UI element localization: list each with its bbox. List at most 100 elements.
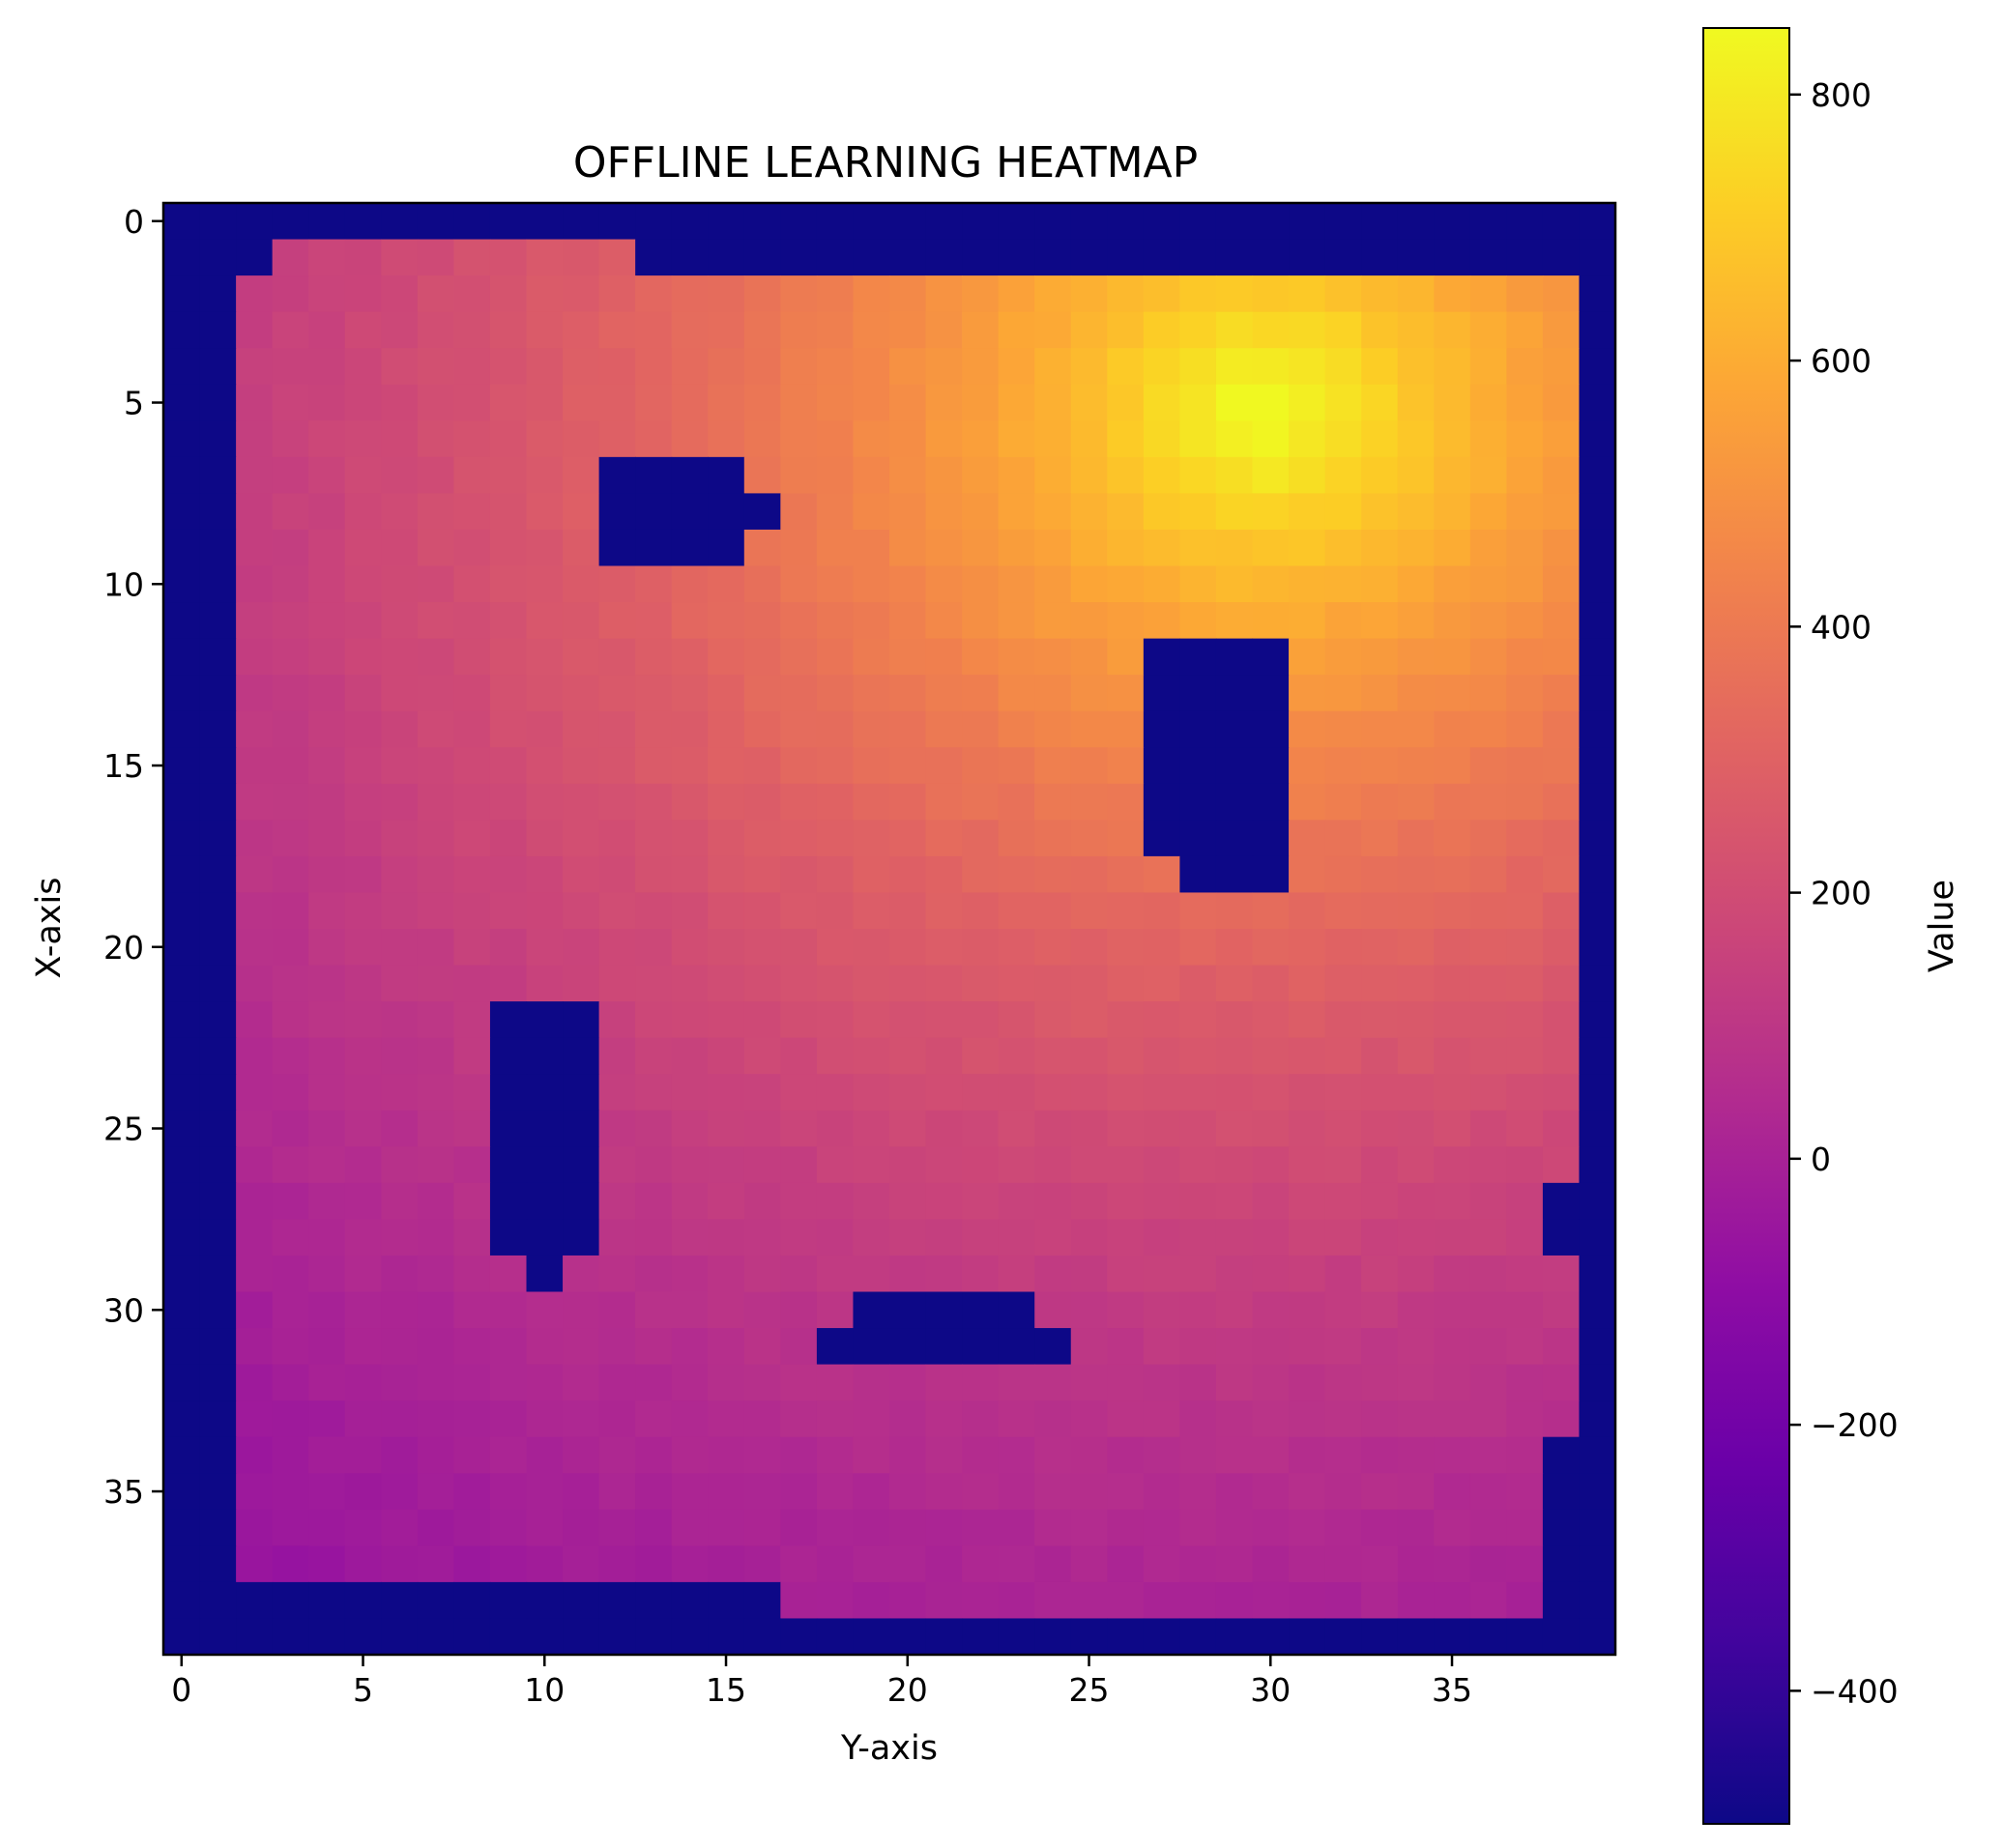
heatmap-cell bbox=[489, 710, 528, 748]
heatmap-cell bbox=[1179, 1037, 1217, 1075]
heatmap-cell bbox=[1434, 1074, 1471, 1112]
heatmap-cell bbox=[1107, 1255, 1145, 1293]
heatmap-cell bbox=[526, 493, 564, 531]
heatmap-cell bbox=[1215, 384, 1254, 421]
heatmap-cell bbox=[780, 1146, 818, 1184]
heatmap-cell bbox=[598, 747, 636, 785]
heatmap-cell bbox=[925, 747, 963, 785]
heatmap-cell bbox=[1289, 384, 1326, 421]
heatmap-cell bbox=[236, 1110, 274, 1147]
heatmap-cell bbox=[417, 710, 454, 748]
heatmap-cell bbox=[598, 820, 636, 857]
heatmap-cell bbox=[272, 1182, 309, 1220]
heatmap-cell bbox=[1179, 675, 1217, 712]
heatmap-cell bbox=[743, 1400, 781, 1438]
heatmap-cell bbox=[998, 820, 1035, 857]
heatmap-cell bbox=[1434, 348, 1471, 386]
heatmap-cell bbox=[635, 384, 673, 421]
heatmap-cell bbox=[816, 1509, 855, 1546]
heatmap-cell bbox=[853, 1146, 890, 1184]
colorbar bbox=[1702, 27, 1790, 1825]
heatmap-cell bbox=[1361, 420, 1399, 458]
heatmap-cell bbox=[1252, 1182, 1290, 1220]
heatmap-cell bbox=[1542, 275, 1581, 313]
heatmap-cell bbox=[1034, 1291, 1072, 1329]
heatmap-cell bbox=[453, 1255, 491, 1293]
heatmap-cell bbox=[1252, 275, 1290, 313]
heatmap-cell bbox=[1215, 965, 1254, 1002]
heatmap-cell bbox=[272, 965, 309, 1002]
heatmap-cell bbox=[453, 1182, 491, 1220]
heatmap-cell bbox=[635, 1110, 673, 1147]
heatmap-cell bbox=[1034, 1364, 1072, 1401]
heatmap-cell bbox=[635, 1618, 673, 1656]
heatmap-cell bbox=[635, 675, 673, 712]
heatmap-cell bbox=[1579, 1436, 1616, 1474]
heatmap-cell bbox=[308, 1328, 346, 1366]
heatmap-cell bbox=[344, 1182, 382, 1220]
heatmap-cell bbox=[853, 565, 890, 603]
heatmap-cell bbox=[671, 892, 709, 930]
heatmap-cell bbox=[1034, 348, 1072, 386]
heatmap-cell bbox=[1034, 311, 1072, 349]
heatmap-cell bbox=[563, 203, 600, 241]
heatmap-cell bbox=[889, 1037, 927, 1075]
heatmap-cell bbox=[708, 1255, 745, 1293]
heatmap-cell bbox=[344, 675, 382, 712]
heatmap-cell bbox=[344, 1473, 382, 1511]
heatmap-cell bbox=[526, 638, 564, 676]
heatmap-cell bbox=[1179, 1400, 1217, 1438]
heatmap-cell bbox=[381, 348, 419, 386]
heatmap-cell bbox=[598, 1001, 636, 1039]
heatmap-cell bbox=[489, 1074, 528, 1112]
heatmap-cell bbox=[816, 1074, 855, 1112]
heatmap-cell bbox=[1324, 456, 1362, 494]
heatmap-cell bbox=[1070, 965, 1108, 1002]
heatmap-cell bbox=[163, 493, 201, 531]
heatmap-cell bbox=[816, 1146, 855, 1184]
heatmap-cell bbox=[163, 1400, 201, 1438]
heatmap-cell bbox=[417, 1037, 454, 1075]
heatmap-cell bbox=[1542, 855, 1581, 894]
heatmap-cell bbox=[1143, 965, 1180, 1002]
heatmap-cell bbox=[1034, 965, 1072, 1002]
heatmap-cell bbox=[671, 493, 709, 531]
heatmap-cell bbox=[1070, 1581, 1108, 1620]
heatmap-cell bbox=[671, 675, 709, 712]
heatmap-cell bbox=[489, 965, 528, 1002]
heatmap-cell bbox=[1361, 1182, 1399, 1220]
heatmap-cell bbox=[598, 565, 636, 603]
heatmap-cell bbox=[453, 638, 491, 676]
heatmap-cell bbox=[308, 1436, 346, 1474]
heatmap-cell bbox=[344, 710, 382, 748]
heatmap-cell bbox=[998, 783, 1035, 821]
heatmap-cell bbox=[563, 675, 600, 712]
heatmap-cell bbox=[1289, 602, 1326, 640]
heatmap-cell bbox=[236, 1001, 274, 1039]
heatmap-cell bbox=[708, 493, 745, 531]
heatmap-cell bbox=[563, 965, 600, 1002]
heatmap-cell bbox=[1252, 892, 1290, 930]
heatmap-cell bbox=[671, 1473, 709, 1511]
heatmap-cell bbox=[381, 929, 419, 967]
heatmap-cell bbox=[1034, 1400, 1072, 1438]
heatmap-cell bbox=[417, 420, 454, 458]
y-tick-label: 25 bbox=[103, 1111, 144, 1148]
heatmap-cell bbox=[489, 203, 528, 241]
heatmap-cell bbox=[199, 1219, 237, 1256]
heatmap-cell bbox=[526, 348, 564, 386]
heatmap-cell bbox=[417, 1110, 454, 1147]
heatmap-cell bbox=[526, 783, 564, 821]
heatmap-cell bbox=[563, 892, 600, 930]
heatmap-cell bbox=[962, 710, 1000, 748]
heatmap-cell bbox=[489, 1545, 528, 1583]
heatmap-cell bbox=[998, 1328, 1035, 1366]
heatmap-cell bbox=[1070, 1328, 1108, 1366]
heatmap-cell bbox=[998, 1110, 1035, 1147]
heatmap-cell bbox=[453, 1545, 491, 1583]
heatmap-cell bbox=[1506, 929, 1544, 967]
heatmap-cell bbox=[743, 1509, 781, 1546]
heatmap-cell bbox=[1215, 1618, 1254, 1656]
heatmap-cell bbox=[780, 384, 818, 421]
heatmap-cell bbox=[1506, 529, 1544, 567]
